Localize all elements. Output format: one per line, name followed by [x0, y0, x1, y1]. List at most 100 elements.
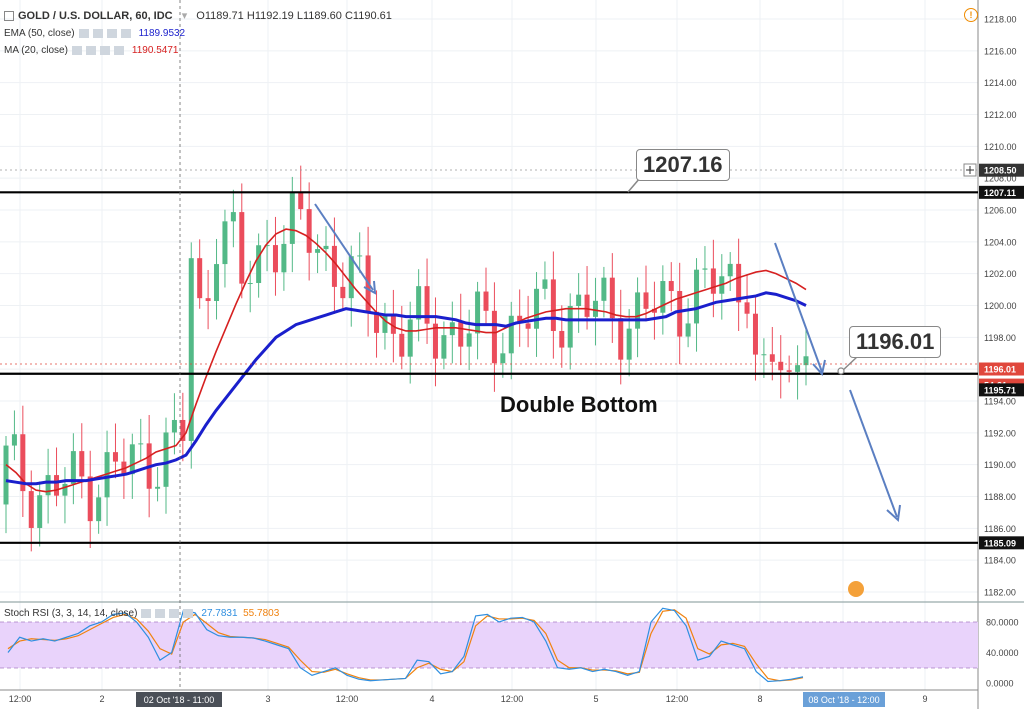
candle-body [677, 291, 683, 337]
candle-body [298, 192, 304, 210]
ohlc-open: 1189.71 [204, 10, 244, 22]
candle-body [727, 263, 733, 277]
candle-body [79, 451, 85, 477]
candle-body [138, 443, 144, 445]
arrow-down-1 [314, 203, 374, 291]
time-axis[interactable]: 12:00 2 3 12:00 4 12:00 5 12:00 8 9 02 Oct '18 - 1… [9, 692, 928, 707]
price-tick-label: 1194.00 [984, 397, 1016, 407]
candle-body [702, 268, 708, 270]
candle-body [382, 315, 388, 333]
trend-arrows[interactable] [314, 203, 901, 523]
time-tick-label: 3 [265, 694, 270, 704]
time-tick-label: 8 [757, 694, 762, 704]
candle-body [20, 434, 26, 492]
main-legend: GOLD / U.S. DOLLAR, 60, IDC ▾ O1189.71 H… [4, 9, 392, 22]
candle-body [180, 419, 186, 441]
candle-body [3, 445, 9, 505]
candle-body [230, 212, 236, 222]
ema-legend: EMA (50, close) 1189.9532 [4, 28, 185, 39]
candle-body [272, 245, 278, 273]
collapse-icon[interactable] [4, 11, 14, 22]
ema-value: 1189.9532 [138, 28, 186, 39]
arrow-head-1 [363, 280, 377, 295]
arrow-head-3 [886, 504, 901, 523]
candle-body [525, 323, 531, 329]
price-badge [979, 536, 1024, 550]
price-badge [979, 383, 1024, 397]
candle-body [660, 281, 666, 313]
candle-body [803, 356, 809, 366]
candle-body [567, 306, 573, 348]
price-tick-label: 1182.00 [984, 588, 1016, 598]
candle-body [357, 255, 363, 257]
price-tick-label: 1186.00 [984, 524, 1016, 534]
candle-body [710, 268, 716, 294]
candle-body [348, 256, 354, 299]
candle-body [222, 221, 228, 265]
price-axis[interactable]: 1218.00 1216.00 1214.00 1212.00 1210.00 1208.… [984, 15, 1017, 598]
candle-body [407, 319, 413, 357]
resistance-callout[interactable]: 1207.16 [636, 149, 730, 181]
price-tick-label: 1204.00 [984, 237, 1017, 247]
time-tick-label: 12:00 [501, 694, 524, 704]
candle-body [214, 264, 220, 301]
horizontal-levels[interactable] [0, 191, 978, 544]
price-tick-label: 1214.00 [984, 78, 1017, 88]
time-tick-label: 9 [922, 694, 927, 704]
candle-body [112, 452, 118, 462]
ma-label: MA (20, close) [4, 45, 68, 56]
crosshair-plus-icon[interactable] [963, 163, 977, 177]
crosshair-time-badge [136, 692, 222, 707]
candle-body [239, 212, 245, 284]
time-tick-label: 12:00 [336, 694, 359, 704]
candle-body [517, 315, 523, 324]
arrow-head-2 [812, 359, 826, 377]
candle-body [37, 495, 43, 528]
candle-body [475, 291, 481, 334]
ma-value: 1190.5471 [131, 45, 179, 56]
crosshair-time-label: 02 Oct '18 - 11:00 [144, 695, 215, 705]
ema-50-line [5, 291, 807, 486]
candle-body [500, 353, 506, 364]
stoch-d-value: 55.7803 [243, 608, 280, 619]
candle-body [247, 283, 253, 285]
support-callout[interactable]: 1196.01 [849, 326, 942, 358]
candle-body [483, 291, 489, 311]
grid [0, 0, 978, 690]
candle-body [592, 300, 598, 317]
price-badge-label: 1207.11 [984, 188, 1016, 198]
candle-body [559, 330, 565, 348]
stoch-tick-label: 80.0000 [986, 618, 1019, 628]
economic-event-flag-icon[interactable] [848, 581, 864, 597]
candle-body [449, 322, 455, 336]
candle-body [441, 335, 447, 359]
time-tick-label: 5 [593, 694, 598, 704]
stoch-settings-icons[interactable] [141, 608, 198, 618]
chevron-down-icon[interactable]: ▾ [181, 10, 188, 22]
candle-body [584, 294, 590, 317]
candle-body [618, 318, 624, 360]
price-tick-label: 1184.00 [984, 556, 1016, 566]
price-tick-label: 1200.00 [984, 301, 1017, 311]
candle-body [205, 298, 211, 301]
candle-body [601, 277, 607, 301]
price-tick-label: 1212.00 [984, 110, 1017, 120]
ma-settings-icons[interactable] [71, 45, 128, 55]
price-badge-label: 1208.50 [984, 166, 1017, 176]
candle-body [374, 311, 380, 333]
candle-body [778, 361, 784, 371]
arrow-down-2 [774, 242, 823, 373]
candle-body [96, 497, 102, 522]
candle-body [786, 370, 792, 372]
stoch-axis[interactable]: 80.0000 40.0000 0.0000 [986, 618, 1019, 689]
candle-body [171, 419, 177, 433]
candle-body [668, 281, 674, 292]
candle-body [550, 279, 556, 331]
double-bottom-label[interactable]: Double Bottom [500, 392, 658, 417]
time-tick-label: 12:00 [666, 694, 689, 704]
info-icon[interactable]: ! [964, 8, 978, 22]
candle-body [399, 333, 405, 357]
ema-settings-icons[interactable] [78, 28, 135, 38]
candle-body [609, 277, 615, 319]
